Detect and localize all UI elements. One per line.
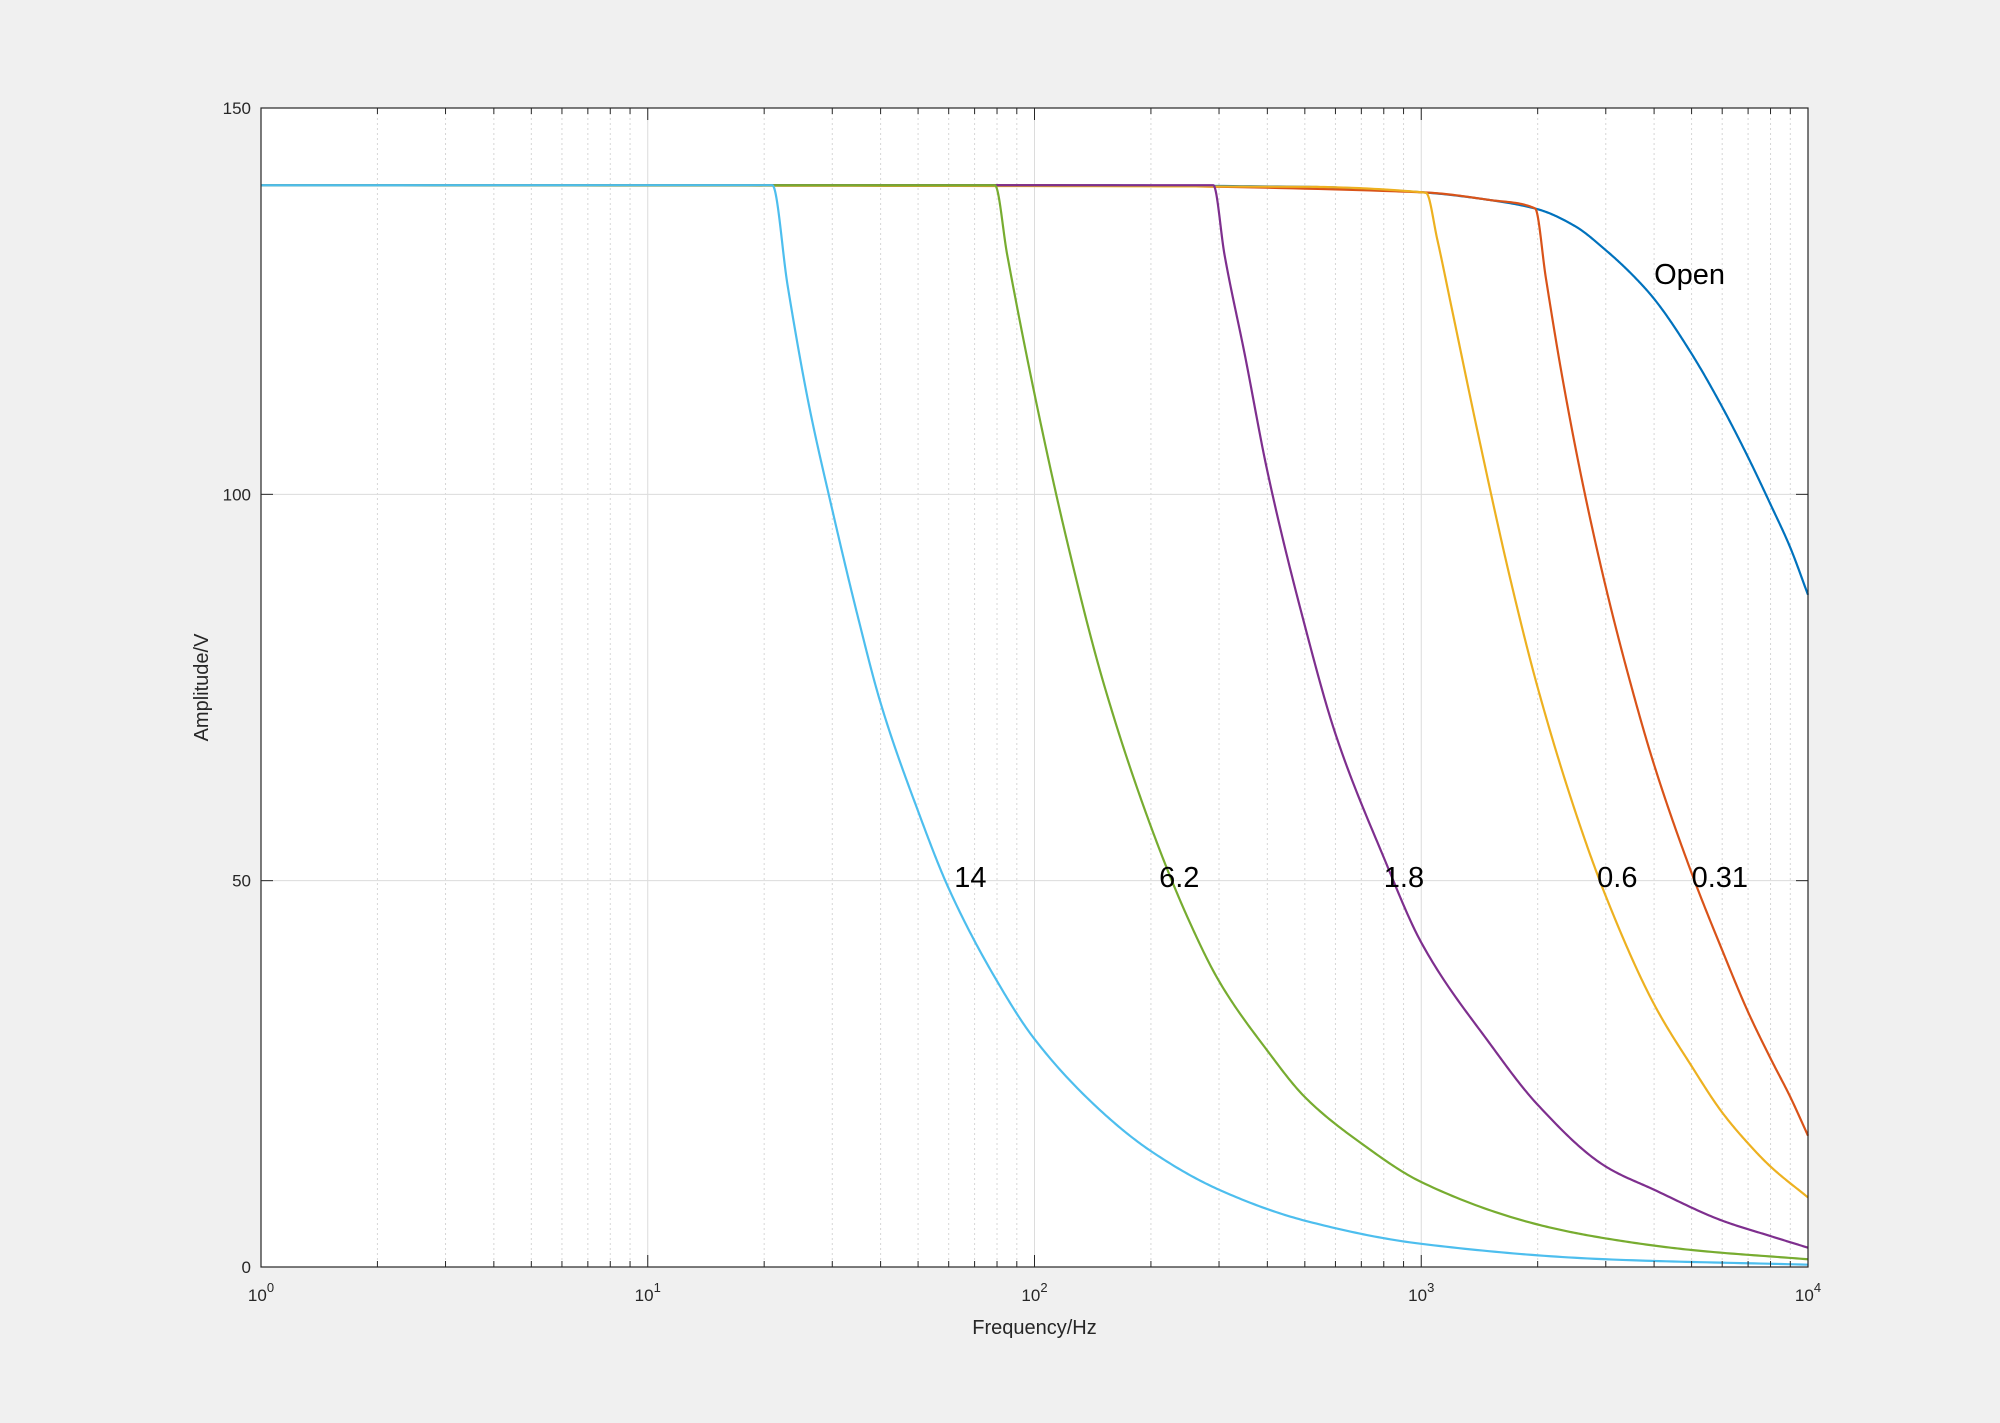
x-tick-label: 102 [1021,1280,1047,1305]
annotation-label: 0.31 [1692,862,1748,894]
annotation-label: 0.6 [1597,862,1637,894]
y-tick-label: 0 [242,1258,251,1277]
y-axis-label: Amplitude/V [191,633,213,741]
y-tick-label: 100 [223,485,251,504]
annotation-label: 1.8 [1384,862,1424,894]
y-tick-label: 150 [223,99,251,118]
x-tick-labels: 100 101 102 103 104 [248,1280,1821,1305]
annotation-label: Open [1654,259,1725,291]
series-line-6-2 [261,184,1809,1261]
tick-marks [260,107,1809,1268]
annotation-label: 14 [954,862,986,894]
y-tick-labels: 0 50 100 150 [223,99,251,1277]
x-tick-label: 103 [1408,1280,1434,1305]
x-tick-label: 100 [248,1280,274,1305]
x-tick-label: 101 [635,1280,661,1305]
series-line-14 [261,184,1809,1266]
series-lines [260,184,1810,1266]
series-line-1-8 [261,184,1809,1249]
series-line-0-31 [261,184,1810,1137]
x-tick-label: 104 [1795,1280,1821,1305]
curve-annotations: Open 0.31 0.6 1.8 6.2 14 [954,259,1748,894]
series-line-0-6 [260,184,1809,1199]
minor-grid [376,108,1791,1267]
x-axis-label: Frequency/Hz [972,1317,1097,1339]
y-tick-label: 50 [232,872,251,891]
annotation-label: 6.2 [1159,862,1199,894]
